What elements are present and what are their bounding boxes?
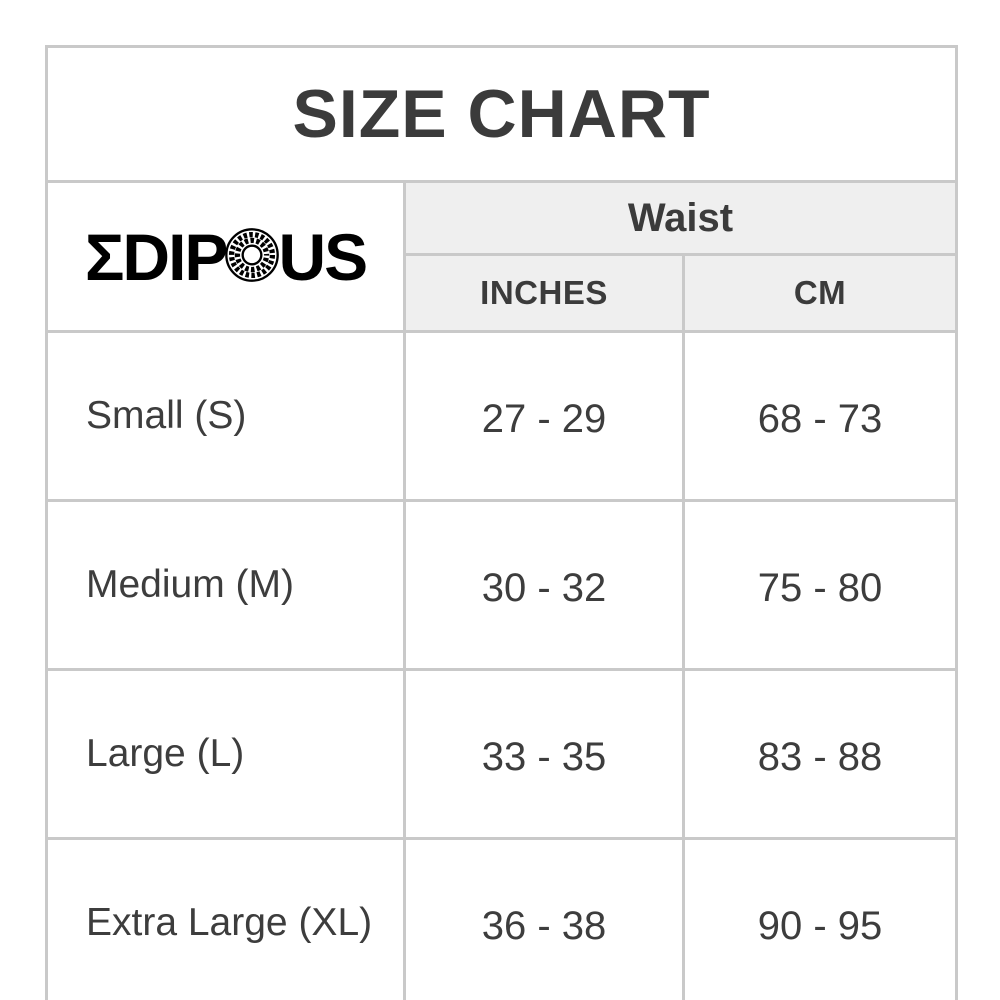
table-row-medium: Medium (M) 30 - 32 75 - 80 xyxy=(45,499,958,671)
table-row-large: Large (L) 33 - 35 83 - 88 xyxy=(45,668,958,840)
table-row-small: Small (S) 27 - 29 68 - 73 xyxy=(45,330,958,502)
inches-value: 33 - 35 xyxy=(403,668,685,840)
inches-value: 27 - 29 xyxy=(403,330,685,502)
greek-key-medallion-icon xyxy=(224,227,280,283)
page-title: SIZE CHART xyxy=(45,45,958,183)
cm-value: 83 - 88 xyxy=(682,668,958,840)
inches-value: 36 - 38 xyxy=(403,837,685,1000)
size-chart-table: SIZE CHART ΣDIP US Wais xyxy=(45,45,958,1000)
size-label: Small (S) xyxy=(45,330,406,502)
table-row-extra-large: Extra Large (XL) 36 - 38 90 - 95 xyxy=(45,837,958,1000)
brand-logo: ΣDIP US xyxy=(84,219,368,294)
cm-value: 68 - 73 xyxy=(682,330,958,502)
unit-header-row: INCHES CM xyxy=(47,253,958,333)
size-label: Large (L) xyxy=(45,668,406,840)
size-label: Medium (M) xyxy=(45,499,406,671)
inches-value: 30 - 32 xyxy=(403,499,685,671)
cm-value: 90 - 95 xyxy=(682,837,958,1000)
column-header-inches: INCHES xyxy=(403,253,685,333)
group-header-row: ΣDIP US Waist xyxy=(45,180,958,333)
size-label: Extra Large (XL) xyxy=(45,837,406,1000)
brand-logo-text-left: ΣDIP xyxy=(84,219,229,294)
cm-value: 75 - 80 xyxy=(682,499,958,671)
brand-logo-cell: ΣDIP US xyxy=(45,180,406,333)
column-header-cm: CM xyxy=(682,253,958,333)
waist-group-header: Waist xyxy=(403,180,958,256)
brand-logo-text-right: US xyxy=(278,219,368,294)
title-row: SIZE CHART xyxy=(45,45,958,183)
